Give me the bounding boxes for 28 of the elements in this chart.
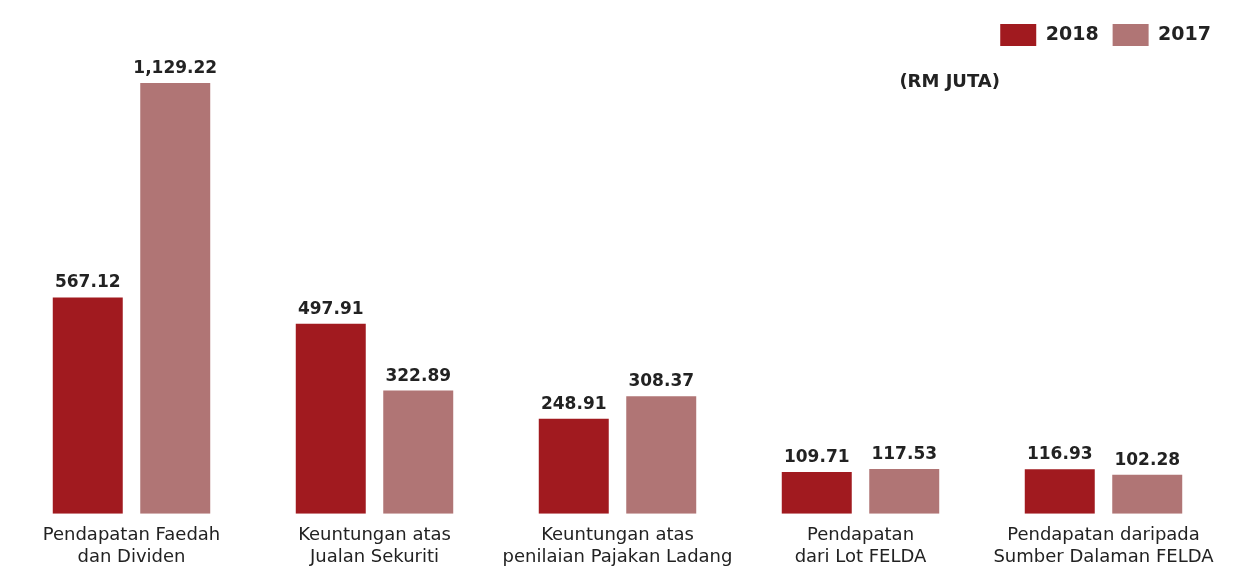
bar: [140, 83, 211, 514]
data-label: 248.91: [540, 392, 607, 413]
bar: [383, 390, 454, 514]
bar: [295, 323, 366, 514]
x-tick-label: Keuntungan atas penilaian Pajakan Ladang: [502, 523, 733, 566]
bar: [52, 297, 123, 514]
data-label: 117.53: [871, 442, 938, 463]
data-label: 116.93: [1026, 443, 1093, 464]
legend-label: 2018: [1045, 21, 1099, 44]
data-label: 322.89: [385, 364, 452, 385]
data-label: 497.91: [297, 297, 364, 318]
data-label: 1,129.22: [133, 56, 218, 77]
data-label: 109.71: [783, 445, 850, 466]
bar: [781, 471, 852, 514]
x-tick-label: Pendapatan daripada Sumber Dalaman FELDA: [993, 523, 1215, 566]
data-label: 567.12: [54, 271, 121, 292]
bar: [1112, 474, 1183, 514]
x-tick-label: Pendapatan Faedah dan Dividen: [42, 523, 221, 566]
bar: [626, 396, 697, 514]
bar: [538, 418, 609, 514]
legend-label: 2017: [1158, 21, 1212, 44]
bar: [869, 468, 940, 514]
data-label: 102.28: [1114, 448, 1181, 469]
data-label: 308.37: [628, 370, 695, 391]
annotation: (RM JUTA): [899, 70, 1000, 91]
bar: [1024, 469, 1095, 514]
x-tick-label: Pendapatan dari Lot FELDA: [794, 523, 928, 566]
x-tick-label: Keuntungan atas Jualan Sekuriti: [298, 523, 451, 566]
